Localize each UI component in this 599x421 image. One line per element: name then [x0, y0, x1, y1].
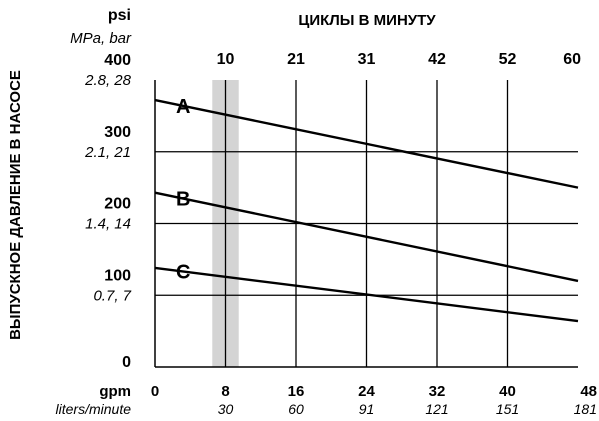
x-tick-sub-8: 30 [218, 401, 234, 417]
y-axis-title: ВЫПУСКНОЕ ДАВЛЕНИЕ В НАСОСЕ [7, 70, 24, 340]
x-tick-label-32: 32 [429, 383, 446, 400]
x-unit-primary: gpm [99, 383, 131, 400]
y-tick-sub-400: 2.8, 28 [84, 72, 132, 89]
y-tick-sub-100: 0.7, 7 [93, 287, 131, 304]
y-tick-label-0: 0 [122, 354, 131, 371]
x-tick-label-48: 48 [580, 383, 597, 400]
x-tick-sub-48: 181 [574, 401, 597, 417]
series-label-c: C [176, 262, 190, 284]
series-label-b: B [176, 189, 190, 211]
x-tick-label-16: 16 [288, 383, 305, 400]
x-tick-sub-16: 60 [288, 401, 304, 417]
top-tick-label-42: 42 [428, 51, 446, 68]
y-unit-primary: psi [108, 7, 131, 24]
y-tick-label-300: 300 [104, 124, 131, 141]
x-tick-label-8: 8 [221, 383, 229, 400]
top-tick-label-21: 21 [287, 51, 305, 68]
x-tick-label-0: 0 [151, 383, 159, 400]
series-label-a: A [176, 96, 190, 118]
series-line-b [154, 191, 579, 283]
y-tick-label-200: 200 [104, 196, 131, 213]
y-tick-sub-300: 2.1, 21 [84, 144, 131, 161]
x-unit-secondary: liters/minute [56, 401, 132, 417]
series-line-c [154, 266, 579, 323]
top-tick-label-52: 52 [499, 51, 517, 68]
series-line-a [154, 98, 579, 189]
y-tick-label-100: 100 [104, 267, 131, 284]
top-tick-label-10: 10 [217, 51, 235, 68]
x-tick-label-24: 24 [358, 383, 375, 400]
top-tick-label-60: 60 [563, 51, 581, 68]
y-tick-label-400: 400 [104, 52, 131, 69]
x-tick-label-40: 40 [499, 383, 516, 400]
x-tick-sub-32: 121 [425, 401, 448, 417]
x-tick-sub-40: 151 [496, 401, 519, 417]
series-layer [154, 98, 579, 323]
top-axis-title: ЦИКЛЫ В МИНУТУ [298, 12, 436, 29]
y-tick-sub-200: 1.4, 14 [85, 216, 131, 233]
top-tick-label-31: 31 [358, 51, 376, 68]
y-unit-secondary: MPa, bar [70, 30, 132, 47]
x-tick-sub-24: 91 [359, 401, 375, 417]
